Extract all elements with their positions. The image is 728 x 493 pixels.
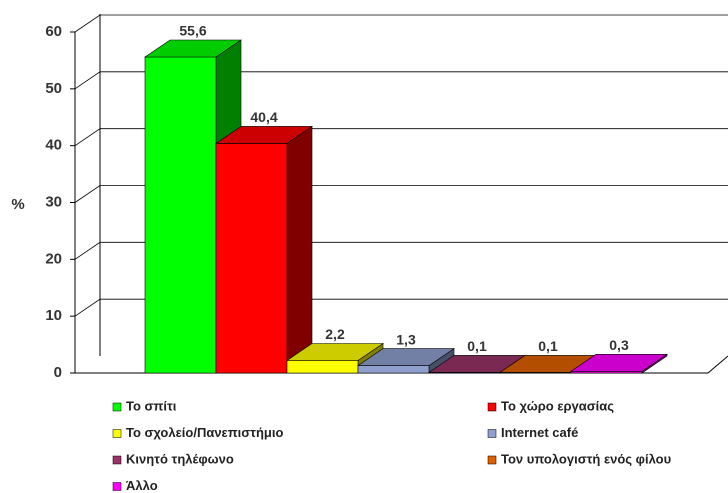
grid-line [74, 71, 728, 90]
y-tick-label: 20 [45, 250, 62, 267]
value-label: 2,2 [325, 326, 345, 342]
legend-swatch [112, 455, 122, 465]
legend-label: Internet café [501, 425, 578, 440]
value-label: 0,1 [538, 338, 558, 354]
y-tick-label: 50 [45, 80, 62, 97]
value-label: 40,4 [250, 109, 277, 125]
y-axis-label: % [11, 196, 24, 213]
legend-swatch [487, 455, 497, 465]
value-label: 1,3 [396, 331, 416, 347]
legend-swatch [487, 429, 497, 438]
bar [357, 348, 455, 374]
bar-top [144, 39, 242, 58]
bar-front [215, 143, 288, 374]
grid-line [74, 241, 728, 260]
y-tick-label: 10 [45, 307, 62, 324]
bar-top [215, 126, 313, 144]
legend-swatch [112, 482, 122, 491]
grid-line [74, 298, 728, 317]
grid-line [74, 128, 728, 146]
value-label: 0,1 [467, 338, 487, 354]
bar-top [286, 343, 384, 361]
legend-swatch [487, 402, 497, 412]
bar-top [570, 353, 668, 372]
y-tick-label: 60 [45, 23, 62, 40]
legend-label: Κινητό τηλέφωνο [126, 451, 234, 466]
bar-front [357, 365, 430, 374]
grid-line [74, 14, 728, 33]
legend-label: Το σπίτι [126, 398, 177, 413]
bar-front [144, 56, 217, 374]
value-label: 55,6 [179, 23, 206, 39]
bar-top [357, 348, 455, 366]
legend-label: Άλλο [126, 478, 158, 493]
y-tick-label: 30 [45, 193, 62, 210]
bar [570, 353, 668, 374]
grid-line [74, 185, 728, 203]
legend-label: Τον υπολογιστή ενός φίλου [501, 451, 672, 466]
value-label: 0,3 [609, 337, 629, 353]
y-tick-label: 0 [54, 364, 62, 381]
bar [215, 125, 313, 374]
legend-label: Το σχολείο/Πανεπιστήμιο [126, 425, 283, 440]
y-tick-label: 40 [45, 137, 62, 154]
bar-front [286, 360, 359, 374]
legend-label: Το χώρο εργασίας [501, 398, 614, 413]
bar-side [286, 125, 313, 374]
legend-swatch [112, 402, 122, 412]
legend-swatch [112, 429, 122, 438]
